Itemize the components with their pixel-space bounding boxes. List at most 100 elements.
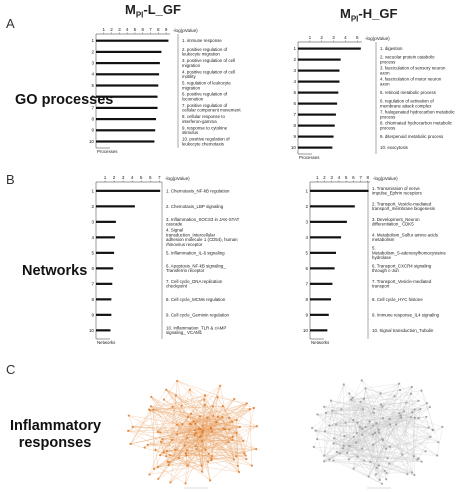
bar-chart-networks-left: -log(pValue) 1 2 3 4 5 6 7 Networks 1 1. Chemotaxi… (89, 175, 240, 345)
category-label: 8. Cell cycle_HYC histone (372, 297, 423, 302)
bar (310, 220, 347, 223)
x-tick-label: 5 (356, 35, 359, 40)
bar (298, 102, 338, 105)
category-label: 1. immune response (182, 38, 222, 43)
x-axis-title: -log(pValue) (165, 176, 190, 181)
row-label-go-processes: GO processes (15, 92, 114, 108)
x-tick-label: 6 (149, 175, 152, 180)
rank-label: 8 (305, 297, 308, 302)
rank-label: 6 (293, 101, 296, 106)
x-tick-label: 6 (352, 175, 355, 180)
bar (96, 189, 161, 192)
x-tick-label: 6 (141, 27, 144, 32)
axis-footer-label: Processes (299, 155, 320, 160)
axis-footer-label: Processes (97, 149, 118, 154)
rank-label: 6 (91, 94, 94, 99)
category-label: 5. regulation of leukocyte migration (182, 81, 231, 91)
row-label-networks: Networks (22, 263, 88, 279)
rank-label: 9 (293, 134, 296, 139)
bar (96, 220, 116, 223)
category-label: 6. Transport_CXCR4 signaling through c-Ju… (372, 263, 432, 273)
category-label: 8. cellular response to interferon-gamma (182, 114, 226, 124)
category-label: 8. chlorinated hydrocarbon metabolic proc… (380, 121, 453, 131)
x-tick-label: 7 (359, 175, 362, 180)
network-edges (128, 380, 258, 484)
column-header-left: MPI-L_GF (125, 2, 181, 20)
axis-footer-label: Networks (311, 340, 330, 345)
category-label: 9. response to cytokine stimulus (182, 125, 228, 135)
network-edges (312, 380, 443, 484)
category-label: 4. Signal transduction_Intercellular adhes… (166, 228, 238, 247)
rank-label: 1 (91, 188, 94, 193)
bar (310, 205, 355, 208)
row-label-line-1: Inflammatory (10, 418, 102, 434)
category-label: 10. Inflammation_TLR & cAMP signaling_ VC… (166, 325, 226, 335)
category-label: 10. Signal transduction_Tubulin (372, 328, 434, 333)
bar (96, 282, 113, 285)
x-tick-label: 2 (323, 175, 326, 180)
bar (96, 205, 135, 208)
category-label: 2. Transport_Vesicle-mediated transport_m… (372, 201, 436, 211)
column-header-right-m: M (340, 6, 351, 21)
column-header-left-suffix: -L_GF (143, 2, 181, 17)
x-tick-label: 7 (149, 27, 152, 32)
x-axis-title: -log(pValue) (173, 28, 198, 33)
column-header-left-sub: PI (135, 10, 144, 20)
rank-label: 3 (293, 68, 296, 73)
x-tick-label: 4 (131, 175, 134, 180)
bar (310, 267, 335, 270)
x-tick-label: 7 (158, 175, 161, 180)
x-tick-label: 4 (338, 175, 341, 180)
bar (96, 118, 156, 121)
rank-label: 5 (91, 83, 94, 88)
rank-label: 10 (303, 328, 309, 333)
x-tick-label: 2 (110, 27, 113, 32)
x-tick-label: 8 (157, 27, 160, 32)
bar (310, 298, 331, 301)
category-label: 4. fasciculation of motor neuron axon (380, 77, 442, 87)
category-label: 1. digestion (380, 46, 403, 51)
panel-letter-a: A (6, 16, 15, 31)
x-axis-title: -log(pValue) (373, 176, 398, 181)
bar (96, 251, 115, 254)
panel-letter-c: C (6, 362, 16, 377)
rank-label: 7 (293, 112, 296, 117)
rank-label: 7 (91, 281, 94, 286)
rank-label: 5 (305, 250, 308, 255)
x-tick-label: 3 (332, 35, 335, 40)
category-label: 9. Cell cycle_Geminin regulation (166, 312, 230, 317)
bar (298, 135, 334, 138)
rank-label: 3 (305, 219, 308, 224)
rank-label: 6 (91, 266, 94, 271)
bar (96, 50, 162, 53)
category-label: 7. Transport_Vesicle-mediated transport (372, 279, 432, 289)
category-label: 10. exocytosis (380, 145, 409, 150)
rank-label: 2 (91, 204, 94, 209)
category-label: 1. Transmission of nerve impulse_Ephrin r… (372, 186, 423, 196)
x-tick-label: 3 (118, 27, 121, 32)
bar (96, 39, 169, 42)
inflammatory-network-left (127, 379, 259, 489)
category-label: 7. positive regulation of cellular compon… (182, 103, 241, 113)
rank-label: 10 (89, 139, 95, 144)
rank-label: 8 (91, 297, 94, 302)
x-tick-label: 5 (140, 175, 143, 180)
column-header-right-suffix: -H_GF (358, 6, 398, 21)
category-label: 8. Cell cycle_MCMs regulation (166, 297, 226, 302)
bar (96, 95, 158, 98)
x-tick-label: 5 (345, 175, 348, 180)
category-label: 5. retinoid metabolic process (380, 90, 437, 95)
category-label: 4. positive regulation of cell motility (182, 69, 235, 79)
rank-label: 3 (91, 61, 94, 66)
network-nodes (127, 379, 259, 485)
rank-label: 9 (91, 128, 94, 133)
bar (310, 313, 329, 316)
rank-label: 9 (305, 312, 308, 317)
rank-label: 3 (91, 219, 94, 224)
bar (298, 124, 335, 127)
rank-label: 7 (305, 281, 308, 286)
category-label: 9. diterpenoid metabolic process (380, 134, 444, 139)
x-tick-label: 1 (104, 175, 107, 180)
category-label: 3. Development_Neuron differentiation_ CD… (372, 217, 420, 227)
